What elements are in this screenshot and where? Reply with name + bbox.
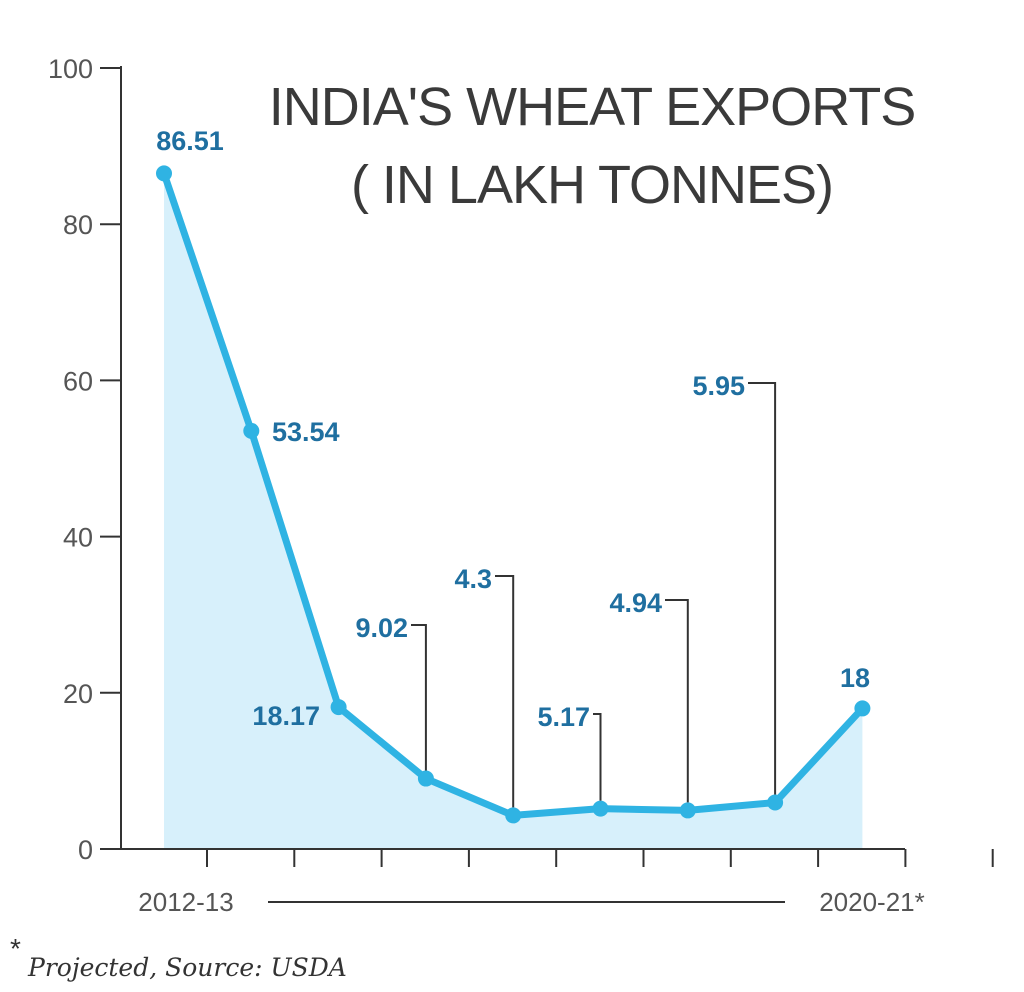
leader-line xyxy=(411,624,427,771)
y-tick-label: 0 xyxy=(78,835,93,865)
data-label-0: 86.51 xyxy=(156,126,224,156)
data-point xyxy=(243,422,260,439)
leader-line xyxy=(665,599,689,803)
data-label-5: 5.17 xyxy=(537,702,590,732)
data-point xyxy=(330,699,347,716)
data-label-3: 9.02 xyxy=(355,613,408,643)
data-label-4: 4.3 xyxy=(454,564,492,594)
leader-line xyxy=(495,575,515,808)
y-tick-label: 80 xyxy=(63,210,93,240)
data-label-7: 5.95 xyxy=(692,371,745,401)
data-point xyxy=(767,794,784,811)
data-point xyxy=(505,807,522,824)
leader-line xyxy=(593,713,602,801)
chart-title: INDIA'S WHEAT EXPORTS xyxy=(269,77,915,137)
x-tick-label-end: 2020-21* xyxy=(819,887,925,917)
y-tick-label: 20 xyxy=(63,679,93,709)
data-label-6: 4.94 xyxy=(609,588,662,618)
footnote-mark: * xyxy=(10,933,21,964)
data-label-1: 53.54 xyxy=(272,417,340,447)
data-point xyxy=(679,802,696,819)
data-point xyxy=(592,800,609,817)
y-tick-label: 40 xyxy=(63,523,93,553)
chart-subtitle: ( IN LAKH TONNES) xyxy=(351,155,833,215)
axes: 0 20 40 60 80 100 2012-13 2020-21* xyxy=(48,54,994,917)
data-labels: 86.51 53.54 18.17 9.02 4.3 5.17 4.94 5.95 18 xyxy=(156,126,870,808)
x-tick-label-start: 2012-13 xyxy=(138,887,233,917)
data-point xyxy=(156,165,172,182)
data-point xyxy=(854,700,871,717)
y-tick-label: 100 xyxy=(48,54,93,84)
plot-area xyxy=(156,165,871,849)
leader-line xyxy=(748,382,777,795)
footnote: Projected, Source: USDA xyxy=(27,953,347,982)
data-label-2: 18.17 xyxy=(252,701,320,731)
y-tick-label: 60 xyxy=(63,366,93,396)
area-fill xyxy=(164,173,863,849)
data-point xyxy=(417,770,434,787)
data-label-8: 18 xyxy=(840,663,870,693)
